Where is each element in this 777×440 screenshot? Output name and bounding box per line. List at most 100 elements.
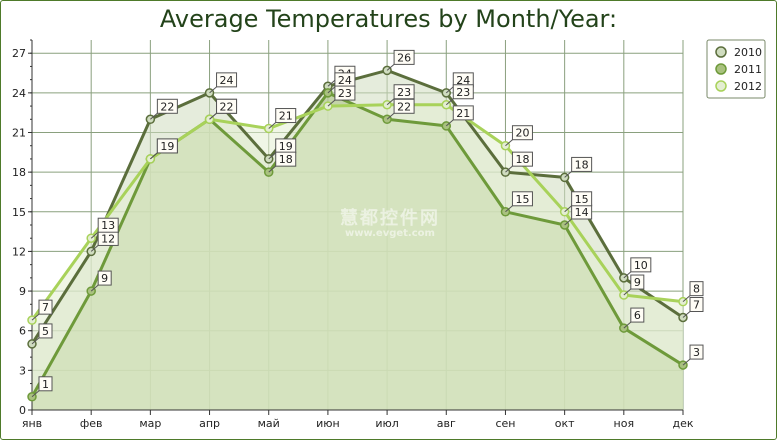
label-connector xyxy=(445,98,454,106)
y-tick-label: 12 xyxy=(12,245,26,258)
data-label: 18 xyxy=(575,158,589,171)
data-label: 23 xyxy=(397,86,411,99)
data-label: 19 xyxy=(160,140,174,153)
data-label: 18 xyxy=(515,153,529,166)
label-box xyxy=(452,105,474,121)
label-box xyxy=(689,344,704,360)
label-box xyxy=(393,84,415,100)
y-tick-label: 24 xyxy=(12,87,26,100)
label-connector xyxy=(564,205,572,213)
data-label: 21 xyxy=(279,110,293,123)
label-box xyxy=(275,151,297,167)
label-connector xyxy=(505,139,513,147)
data-label: 23 xyxy=(456,86,470,99)
label-connector xyxy=(31,337,40,345)
label-box xyxy=(511,125,533,141)
legend-label: 2011 xyxy=(734,63,762,76)
legend-label: 2010 xyxy=(734,46,762,59)
label-box xyxy=(630,307,645,323)
data-label: 13 xyxy=(101,219,115,232)
data-label: 15 xyxy=(515,193,529,206)
label-connector xyxy=(386,64,395,71)
data-label: 3 xyxy=(693,346,700,359)
label-box xyxy=(689,281,704,297)
label-connector xyxy=(90,231,99,239)
y-tick-label: 15 xyxy=(12,206,26,219)
label-connector xyxy=(327,79,336,87)
label-connector xyxy=(90,284,99,292)
y-tick-label: 27 xyxy=(12,47,26,60)
x-tick-label: окт xyxy=(555,417,575,430)
data-label: 15 xyxy=(575,193,589,206)
x-tick-label: май xyxy=(258,417,280,430)
label-connector xyxy=(682,358,691,366)
y-tick-label: 18 xyxy=(12,166,26,179)
label-box xyxy=(38,376,53,392)
label-box xyxy=(571,156,593,172)
label-connector xyxy=(505,205,513,213)
label-connector xyxy=(445,86,454,94)
label-box xyxy=(511,151,533,167)
y-tick-label: 6 xyxy=(19,325,26,338)
label-connector xyxy=(445,119,454,127)
label-connector xyxy=(623,321,632,329)
y-tick-label: 21 xyxy=(12,127,26,140)
label-connector xyxy=(209,86,217,94)
x-tick-label: апр xyxy=(199,417,220,430)
label-box xyxy=(97,217,119,233)
x-tick-label: июн xyxy=(316,417,340,430)
data-label: 14 xyxy=(575,206,589,219)
data-label: 5 xyxy=(42,325,49,338)
data-labels: 5122224192426241818107191922182422211514… xyxy=(31,49,704,398)
legend: 2010 2011 2012 xyxy=(706,39,766,99)
x-tick-label: сен xyxy=(495,417,515,430)
label-box xyxy=(275,108,297,124)
label-box xyxy=(452,84,474,100)
label-connector xyxy=(31,313,40,321)
data-label: 22 xyxy=(397,100,411,113)
label-connector xyxy=(90,245,99,252)
series-areas xyxy=(32,70,683,411)
label-box xyxy=(334,85,356,101)
legend-label: 2012 xyxy=(734,80,762,93)
label-box xyxy=(156,138,178,154)
data-label: 19 xyxy=(279,140,293,153)
label-box xyxy=(393,98,415,114)
label-box xyxy=(216,98,238,114)
label-connector xyxy=(268,165,277,173)
data-label: 24 xyxy=(338,74,352,87)
label-connector xyxy=(268,122,277,129)
data-label: 8 xyxy=(693,283,700,296)
x-tick-label: авг xyxy=(437,417,456,430)
data-label: 6 xyxy=(634,309,641,322)
label-connector xyxy=(564,218,572,226)
area-2012 xyxy=(32,104,683,410)
x-tick-label: янв xyxy=(22,417,42,430)
label-box xyxy=(571,191,593,207)
label-connector xyxy=(327,99,336,107)
label-connector xyxy=(386,112,395,120)
line-2012 xyxy=(30,103,684,322)
x-tick-label: фев xyxy=(80,417,103,430)
data-label: 21 xyxy=(456,107,470,120)
label-box xyxy=(38,299,53,315)
data-label: 10 xyxy=(634,259,648,272)
data-label: 7 xyxy=(42,301,49,314)
label-box xyxy=(97,270,112,286)
label-connector xyxy=(505,165,513,173)
data-label: 24 xyxy=(220,74,234,87)
x-tick-label: мар xyxy=(139,417,161,430)
label-box xyxy=(393,49,415,65)
label-connector xyxy=(386,98,395,106)
data-label: 26 xyxy=(397,51,411,64)
label-box xyxy=(38,323,53,339)
legend-marker xyxy=(715,80,727,92)
data-label: 24 xyxy=(456,74,470,87)
data-label: 9 xyxy=(101,272,108,285)
x-tick-label: июл xyxy=(375,417,398,430)
label-connector xyxy=(31,390,40,398)
chart-title: Average Temperatures by Month/Year: xyxy=(159,5,618,33)
data-label: 22 xyxy=(160,100,174,113)
